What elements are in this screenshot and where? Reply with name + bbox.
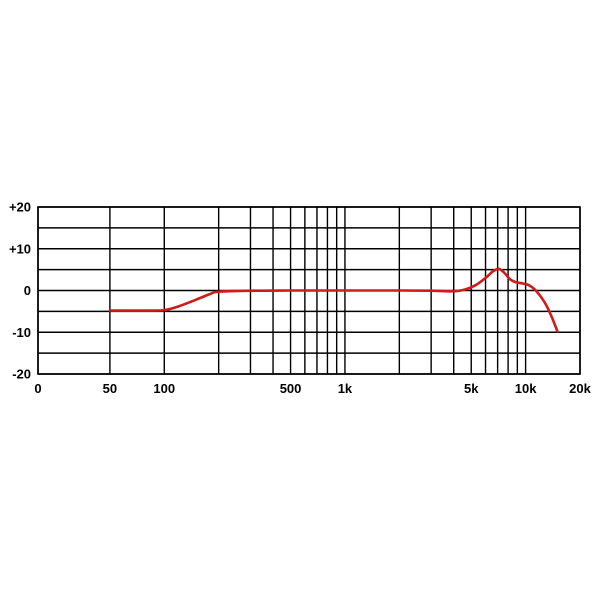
x-tick-label: 5k — [464, 381, 479, 396]
x-tick-label: 0 — [34, 381, 41, 396]
y-tick-label: +20 — [9, 200, 31, 215]
y-tick-label: -10 — [12, 325, 31, 340]
x-axis-tick-labels: 0 50 100 500 1k 5k 10k 20k — [34, 381, 591, 396]
y-axis-tick-labels: +20 +10 0 -10 -20 — [9, 200, 31, 382]
series-layer — [108, 267, 559, 333]
y-tick-label: -20 — [12, 367, 31, 382]
plot-frame — [37, 206, 581, 375]
x-tick-label: 1k — [338, 381, 353, 396]
x-tick-label: 50 — [103, 381, 117, 396]
x-tick-label: 100 — [153, 381, 175, 396]
x-tick-label: 10k — [515, 381, 537, 396]
series-line-0 — [108, 267, 559, 333]
plot-border — [37, 206, 581, 375]
x-tick-label: 500 — [280, 381, 302, 396]
y-tick-label: +10 — [9, 241, 31, 256]
y-tick-label: 0 — [24, 283, 31, 298]
x-tick-label: 20k — [569, 381, 591, 396]
